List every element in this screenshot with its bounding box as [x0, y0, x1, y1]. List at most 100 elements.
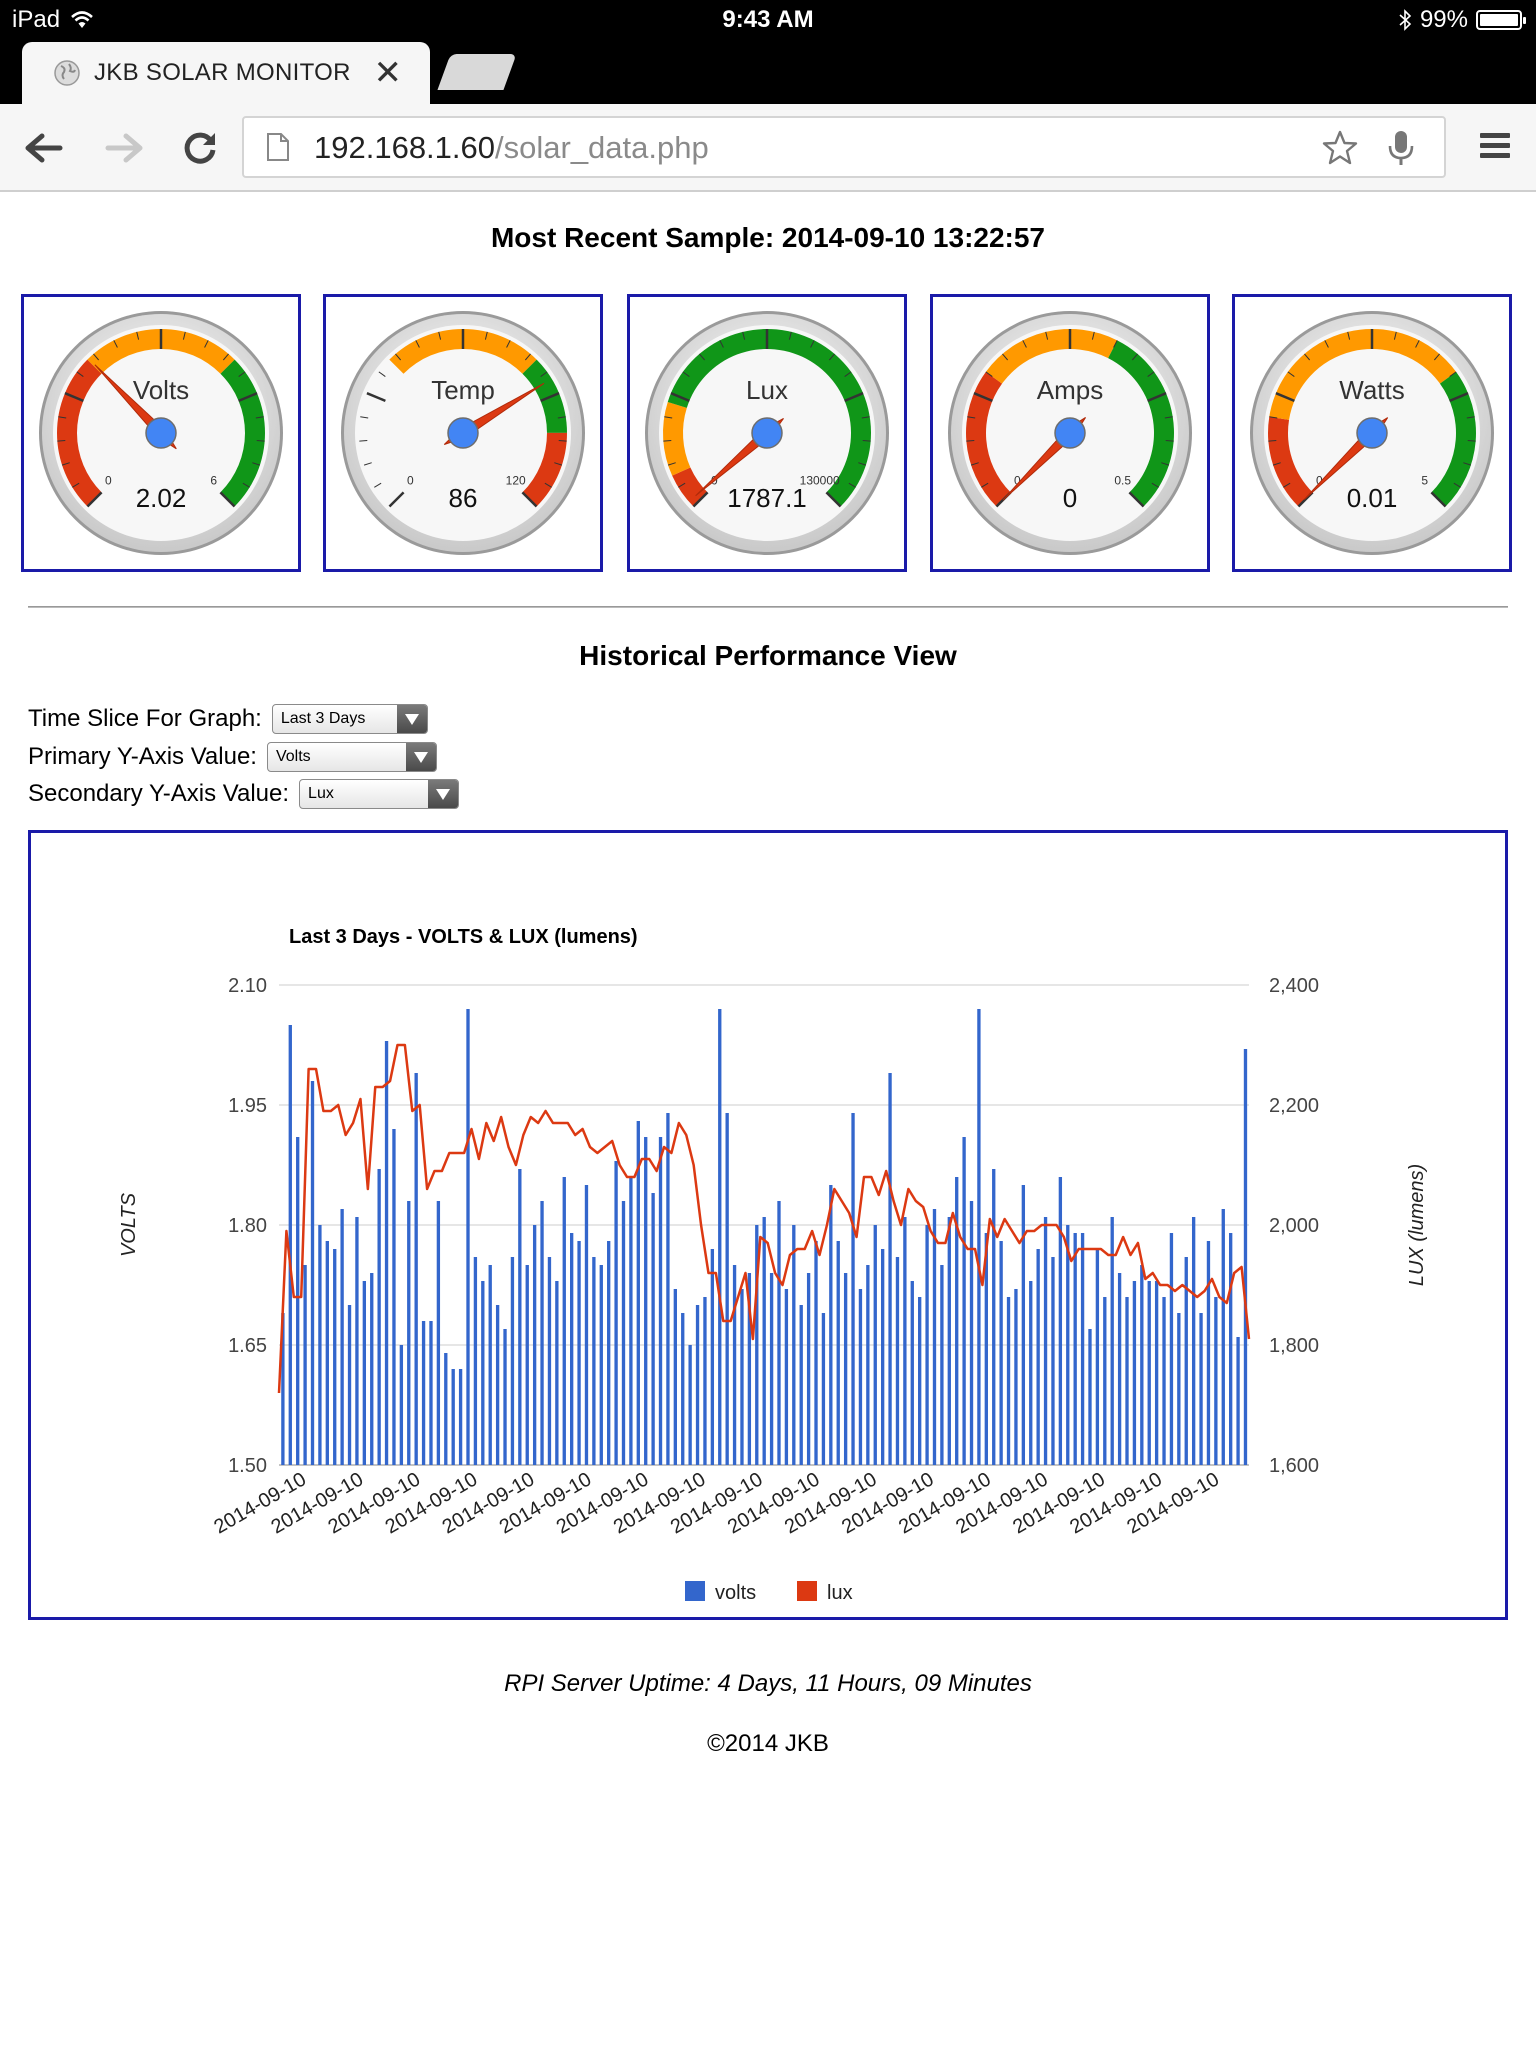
gauge-value: 86 — [449, 483, 478, 513]
secondary-axis-select[interactable]: Lux — [299, 779, 460, 809]
tab-strip: JKB SOLAR MONITOR ✕ — [0, 40, 1536, 104]
gauge-tick — [1091, 331, 1095, 340]
volts-bar — [969, 1201, 974, 1465]
arrow-left-icon — [25, 133, 63, 163]
gauge-tick — [359, 440, 368, 442]
gauge-tick — [670, 392, 690, 403]
volts-bar — [1169, 1233, 1174, 1465]
gauge-tick — [682, 371, 690, 377]
gauge-tick — [255, 416, 264, 419]
gauge-tick — [204, 340, 209, 348]
gauge-tick — [64, 392, 84, 403]
gauge-tick — [366, 392, 386, 403]
gauge-tick — [1304, 353, 1311, 361]
secondary-axis-value: Lux — [308, 785, 334, 802]
gauge-tick — [388, 491, 405, 508]
gauge-tick — [981, 482, 989, 488]
gauge-tick — [1128, 491, 1145, 508]
y-tick-label: 1.50 — [228, 1455, 267, 1477]
gauge-band — [1108, 340, 1174, 507]
volts-bar — [1191, 1217, 1196, 1465]
volts-bar — [1206, 1241, 1211, 1465]
volts-bar — [992, 1169, 996, 1465]
tab-title: JKB SOLAR MONITOR — [94, 59, 351, 86]
volts-bar — [592, 1257, 596, 1465]
gauge-tick — [1453, 482, 1461, 488]
gauge-tick — [540, 392, 560, 403]
gauge-tick — [438, 331, 442, 340]
volts-bar — [540, 1201, 544, 1465]
gauge-tick — [1393, 331, 1397, 340]
gauge-band — [672, 467, 708, 507]
volts-bar — [1184, 1257, 1188, 1465]
volts-bar — [755, 1225, 759, 1465]
gauge-max-label: 6 — [210, 474, 217, 488]
volts-bar — [525, 1265, 529, 1465]
gauge-hub — [447, 417, 479, 449]
globe-icon — [54, 60, 80, 86]
volts-bar — [918, 1297, 922, 1465]
back-button[interactable] — [20, 124, 68, 172]
primary-axis-select[interactable]: Volts — [266, 742, 437, 772]
y-tick-label: 1.65 — [228, 1335, 267, 1357]
volts-bar — [1110, 1217, 1114, 1465]
forward-button[interactable] — [100, 124, 148, 172]
gauge-svg: Volts 0 6 2.02 — [39, 311, 283, 555]
volts-bar — [1103, 1297, 1107, 1465]
gauge-tick — [222, 353, 229, 361]
gauge-temp: Temp 0 120 86 — [323, 294, 603, 572]
tab-close-button[interactable]: ✕ — [373, 54, 403, 92]
chevron-down-icon — [396, 705, 427, 733]
new-tab-button[interactable] — [437, 54, 517, 90]
battery-fill — [1480, 14, 1518, 26]
volts-bar — [843, 1273, 848, 1465]
volts-bar — [340, 1209, 344, 1465]
server-uptime: RPI Server Uptime: 4 Days, 11 Hours, 09 … — [504, 1670, 1032, 1697]
recent-sample-heading: Most Recent Sample: 2014-09-10 13:22:57 — [490, 222, 1046, 253]
tab-active[interactable]: JKB SOLAR MONITOR ✕ — [22, 42, 430, 104]
volts-bar — [421, 1321, 426, 1465]
chart-title: Last 3 Days - VOLTS & LUX (lumens) — [289, 926, 638, 948]
gauge-tick — [1430, 491, 1447, 508]
gauge-tick — [1164, 416, 1173, 419]
gauge-tick — [1449, 392, 1469, 403]
gauge-tick — [540, 371, 548, 377]
gauge-volts: Volts 0 6 2.02 — [21, 294, 301, 572]
gauge-tick — [825, 491, 842, 508]
gauge-band — [1268, 416, 1313, 507]
reload-button[interactable] — [176, 124, 224, 172]
y-tick-label: 2.10 — [228, 975, 267, 997]
gauge-tick — [61, 462, 70, 466]
arrow-right-icon — [105, 133, 143, 163]
volts-bar — [288, 1025, 292, 1465]
gauge-amps: Amps 0 0.5 0 — [930, 294, 1210, 572]
volts-bar — [1117, 1273, 1122, 1465]
menu-icon[interactable] — [1478, 130, 1514, 162]
volts-bar — [636, 1121, 640, 1465]
volts-bar — [481, 1281, 485, 1465]
gauge-svg: Lux01300001787.1 — [645, 311, 889, 555]
status-left: iPad — [12, 6, 94, 34]
gauge-hub — [751, 417, 783, 449]
volts-bar — [1154, 1281, 1159, 1465]
gauge-tick — [848, 482, 856, 488]
y2-tick-label: 1,600 — [1269, 1455, 1319, 1477]
volts-bar — [451, 1369, 455, 1465]
address-bar[interactable]: 192.168.1.60/solar_data.php — [242, 116, 1446, 178]
bookmark-star-icon[interactable] — [1320, 128, 1360, 168]
volts-bar — [932, 1209, 937, 1465]
primary-axis-label: Primary Y-Axis Value: — [28, 743, 257, 770]
y-axis-label: VOLTS — [118, 1192, 140, 1257]
gauge-tick — [1433, 353, 1440, 361]
volts-bar — [1021, 1185, 1026, 1465]
volts-bar — [947, 1217, 951, 1465]
gauge-tick — [360, 416, 369, 419]
time-slice-select[interactable]: Last 3 Days — [271, 704, 428, 734]
microphone-icon[interactable] — [1386, 128, 1416, 168]
gauge-tick — [58, 416, 67, 419]
gauge-tick — [113, 340, 118, 348]
gauge-band — [87, 329, 235, 374]
gauge-tick — [93, 353, 100, 361]
volts-bar — [903, 1217, 907, 1465]
ios-status-bar: iPad 9:43 AM 99% — [0, 0, 1536, 40]
